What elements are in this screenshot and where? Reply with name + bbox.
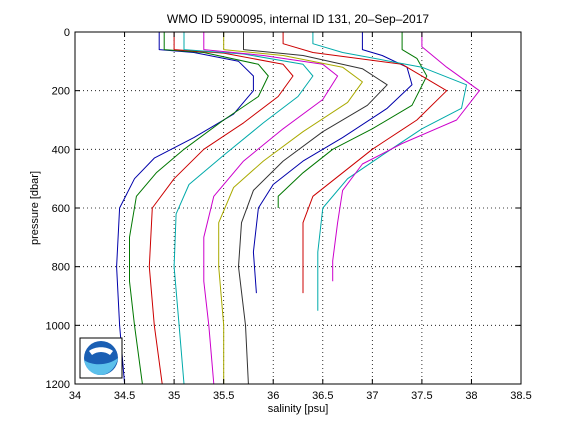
x-tick-label: 36 (267, 390, 279, 402)
profile-line-1 (116, 32, 254, 385)
y-tick-label: 1000 (46, 320, 70, 332)
profile-line-8 (252, 32, 413, 294)
noaa-logo (79, 337, 123, 379)
x-tick-label: 37.5 (411, 390, 432, 402)
x-tick-label: 35 (168, 390, 180, 402)
series-group (116, 32, 480, 385)
x-tick-label: 38 (465, 390, 477, 402)
x-tick-label: 35.5 (213, 390, 234, 402)
y-tick-label: 600 (52, 203, 70, 215)
y-tick-label: 200 (52, 86, 70, 98)
x-tick-label: 38.5 (510, 390, 531, 402)
profile-line-6 (218, 32, 363, 384)
profile-line-5 (203, 32, 339, 385)
profile-line-2 (129, 32, 269, 385)
chart-title: WMO ID 5900095, internal ID 131, 20–Sep–… (167, 12, 429, 26)
profile-line-9 (277, 32, 428, 208)
ticks: 34 34.5 35 35.5 36 36.5 37 37.5 38 38.5 0 200 400 600… (46, 27, 532, 402)
x-tick-label: 34 (69, 390, 81, 402)
x-tick-label: 34.5 (114, 390, 135, 402)
profile-line-11 (312, 32, 467, 311)
y-tick-label: 1200 (46, 379, 70, 391)
x-axis-label: salinity [psu] (268, 403, 329, 415)
plot-area (75, 32, 521, 384)
y-tick-label: 400 (52, 144, 70, 156)
y-axis-label: pressure [dbar] (29, 171, 41, 245)
x-tick-label: 37 (366, 390, 378, 402)
profile-line-7 (238, 32, 388, 385)
profile-line-3 (148, 32, 294, 385)
profile-line-10 (282, 32, 448, 294)
profile-line-12 (332, 32, 480, 282)
y-tick-label: 0 (64, 27, 70, 39)
x-tick-label: 36.5 (312, 390, 333, 402)
y-tick-label: 800 (52, 262, 70, 274)
